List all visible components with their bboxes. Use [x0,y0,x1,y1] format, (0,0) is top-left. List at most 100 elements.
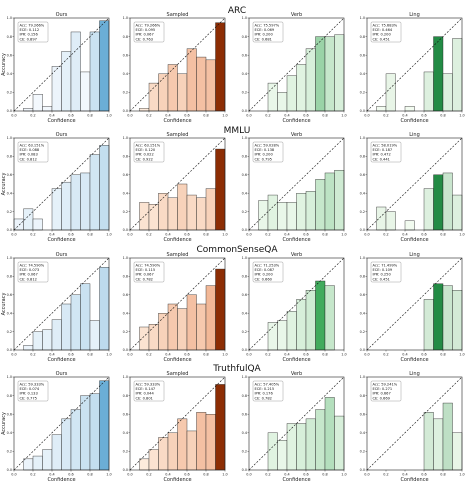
stats-line: ECE: 0.074 [20,387,40,391]
stats-line: ECE: 0.464 [373,28,393,32]
y-tick-label: 0.4 [7,191,12,195]
x-tick-label: 0.6 [421,114,426,118]
calibration-bar [51,188,62,231]
y-tick-label: 0.8 [123,394,128,398]
y-tick-label: 0.8 [123,35,128,39]
calibration-bar [433,283,444,351]
y-tick-label: 1.0 [242,16,247,20]
x-axis-label: Confidence [163,357,191,363]
calibration-bar [80,283,91,351]
x-tick-label: 0.4 [49,473,54,477]
panel-title: Verb [291,132,302,138]
y-tick-label: 0.4 [242,72,247,76]
calibration-bar [286,75,297,112]
calibration-bar [148,204,159,231]
calibration-bar [452,38,463,112]
calibration-bar [158,313,169,351]
calibration-bar [186,48,197,112]
x-tick-label: 0.4 [284,473,289,477]
calibration-bar [286,202,297,231]
calibration-bar [286,423,297,471]
calibration-panel: Verb 0.00.0 0.2 0.2 0.4 0.4 0.6 0.6 0.8 0.8 1.0 1.0… [242,371,347,483]
stats-line: Acc: 79.266% [136,24,161,28]
x-tick-label: 0.0 [364,233,369,237]
y-tick-label: 0.0 [360,109,365,113]
x-tick-label: 1.0 [106,353,111,357]
calibration-bar [139,108,150,112]
calibration-bar [315,36,326,112]
y-tick-label: 0.0 [123,468,128,472]
stats-line: CE: 0.801 [136,396,153,400]
calibration-bar [423,188,434,231]
calibration-bar [305,191,316,231]
calibration-panel: Verb 0.00.0 0.2 0.2 0.4 0.4 0.6 0.6 0.8 0.8 1.0 1.0… [242,252,347,363]
y-tick-label: 0.6 [360,293,365,297]
y-tick-label: 0.0 [7,228,12,232]
stats-line: Acc: 75.597% [255,24,280,28]
x-tick-label: 0.2 [265,114,270,118]
calibration-bar [215,384,226,471]
calibration-bar [452,290,463,351]
y-tick-label: 0.2 [7,210,12,214]
stats-line: IPR: 0.667 [373,392,391,396]
x-tick-label: 1.0 [222,473,227,477]
calibration-bar [99,145,110,231]
calibration-bar [13,218,24,231]
stats-line: CE: 0.782 [255,396,272,400]
calibration-panel: Sampled 0.00.0 0.2 0.2 0.4 0.4 0.6 0.6 0.8 0.8 1.0… [123,252,228,363]
stats-box [133,21,165,43]
y-tick-label: 0.4 [7,431,12,435]
y-tick-label: 0.6 [123,412,128,416]
calibration-bar [324,36,335,112]
x-tick-label: 1.0 [222,114,227,118]
x-tick-label: 0.4 [284,114,289,118]
calibration-bar [433,174,444,231]
calibration-bar [23,108,34,112]
x-tick-label: 1.0 [106,473,111,477]
y-tick-label: 0.6 [242,293,247,297]
stats-line: IPR: 0.044 [136,392,155,396]
calibration-bar [334,415,345,471]
y-tick-label: 0.0 [242,228,247,232]
y-tick-label: 0.6 [360,412,365,416]
calibration-bar [205,414,216,471]
y-tick-label: 0.2 [123,330,128,334]
x-tick-label: 0.8 [322,114,327,118]
stats-line: CE: 0.812 [20,157,37,161]
stats-line: Acc: 59.333% [136,383,161,387]
stats-line: ECE: 0.112 [20,28,40,32]
calibration-bar [177,183,188,231]
stats-line: ECE: 0.138 [255,148,275,152]
axes-frame [248,137,345,231]
stats-line: IPR: 0.067 [136,273,154,277]
calibration-panel: Ours Accuracy 0.00.0 0.2 0.2 0.4 0.4 0.6 0.6 0.8 0… [1,371,112,483]
stats-line: ECE: 0.109 [373,268,393,272]
y-tick-label: 1.0 [242,136,247,140]
x-tick-label: 0.8 [87,233,92,237]
y-tick-label: 0.4 [7,311,12,315]
stats-line: IPR: 0.250 [373,273,392,277]
calibration-bar [404,106,415,112]
perfect-calibration-line [13,137,110,231]
calibration-bar [139,202,150,231]
dataset-title: TruthfulQA [212,364,261,374]
calibration-bar [324,397,335,471]
y-tick-label: 1.0 [123,16,128,20]
y-tick-label: 0.2 [360,91,365,95]
calibration-bar [196,56,207,112]
axes-frame [366,376,463,471]
stats-box [252,141,284,163]
y-tick-label: 0.6 [242,173,247,177]
calibration-bar [167,432,178,471]
y-tick-label: 0.0 [7,468,12,472]
calibration-panel: Verb 0.00.0 0.2 0.2 0.4 0.4 0.6 0.6 0.8 0.8 1.0 1.0… [242,132,347,243]
calibration-panel: Ling 0.00.0 0.2 0.2 0.4 0.4 0.6 0.6 0.8 0.8 1.0 1.0… [360,371,465,483]
x-axis-label: Confidence [400,237,428,243]
y-tick-label: 0.2 [242,330,247,334]
x-tick-label: 0.6 [303,353,308,357]
calibration-bar [196,197,207,231]
x-tick-label: 1.0 [459,114,464,118]
calibration-bar [267,432,278,471]
calibration-bar [324,285,335,351]
y-tick-label: 0.6 [7,53,12,57]
